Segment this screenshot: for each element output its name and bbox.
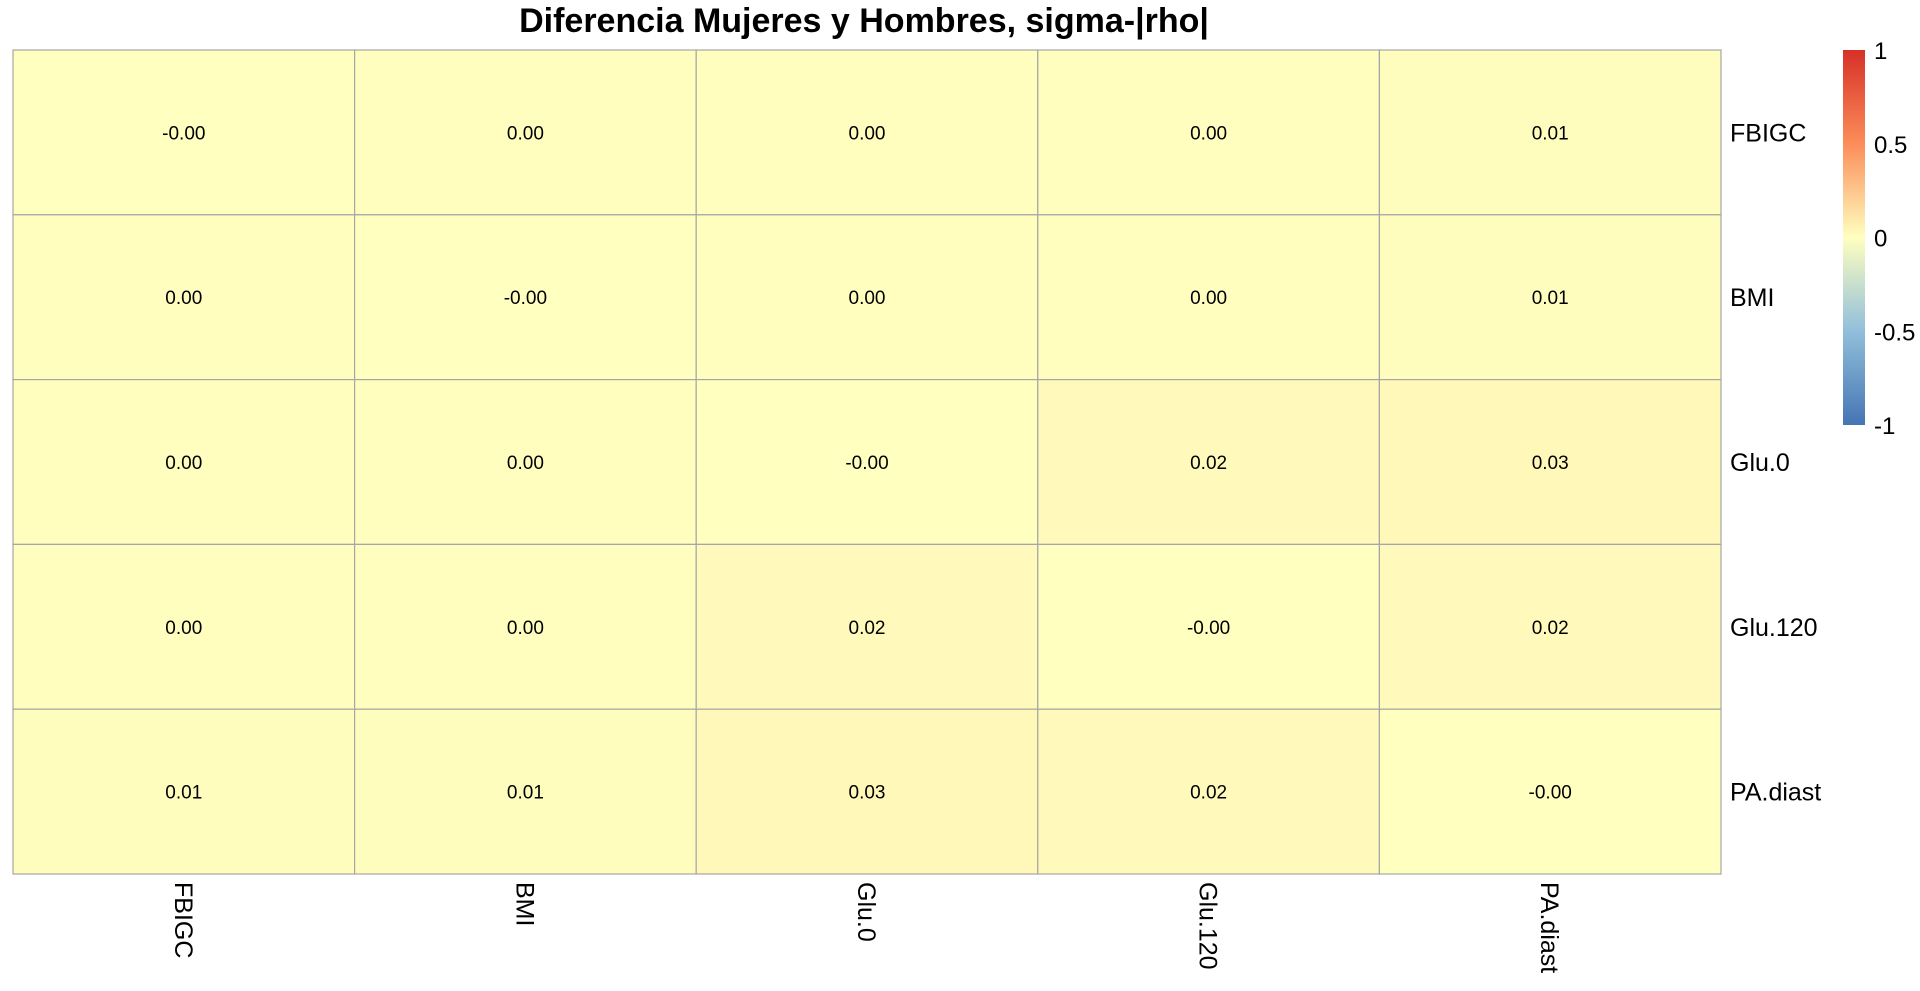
heatmap-cell-glu.120-glu.0 bbox=[695, 543, 1039, 710]
cell-value-label: -0.00 bbox=[1529, 783, 1572, 804]
column-label-glu.0: Glu.0 bbox=[852, 882, 880, 942]
heatmap-cell-bmi-bmi bbox=[354, 214, 697, 381]
cell-value-label: 0.01 bbox=[1532, 123, 1569, 144]
cell-value-label: 0.01 bbox=[507, 783, 544, 804]
cell-value-label: 0.00 bbox=[507, 123, 544, 144]
heatmap-cell-pa.diast-fbigc bbox=[12, 708, 356, 875]
cell-value-label: 0.01 bbox=[165, 783, 202, 804]
legend-color-bar bbox=[1843, 50, 1865, 425]
cell-value-label: -0.00 bbox=[1187, 618, 1230, 639]
legend-tick-label: 0 bbox=[1874, 226, 1887, 253]
heatmap-cell-fbigc-pa.diast bbox=[1378, 49, 1722, 216]
cell-value-label: 0.00 bbox=[507, 618, 544, 639]
cell-value-label: -0.00 bbox=[845, 453, 888, 474]
cell-value-label: 0.01 bbox=[1532, 288, 1569, 309]
cell-value-label: 0.00 bbox=[1190, 123, 1227, 144]
heatmap-cell-glu.0-pa.diast bbox=[1378, 379, 1722, 546]
cell-value-label: 0.03 bbox=[1532, 453, 1569, 474]
cell-value-label: -0.00 bbox=[504, 288, 547, 309]
row-label-glu.120: Glu.120 bbox=[1730, 614, 1818, 642]
row-labels: FBIGC BMI Glu.0 Glu.120 PA.diast bbox=[1730, 119, 1821, 806]
column-label-fbigc: FBIGC bbox=[169, 882, 197, 958]
cell-value-label: 0.00 bbox=[165, 288, 202, 309]
heatmap-cell-pa.diast-pa.diast bbox=[1378, 708, 1722, 875]
row-label-glu.0: Glu.0 bbox=[1730, 449, 1790, 477]
heatmap-cell-fbigc-fbigc bbox=[12, 49, 356, 216]
column-labels: FBIGC BMI Glu.0 Glu.120 PA.diast bbox=[169, 882, 1563, 973]
cell-value-label: 0.00 bbox=[1190, 288, 1227, 309]
heatmap-cell-pa.diast-glu.0 bbox=[695, 708, 1039, 875]
cell-value-label: 0.00 bbox=[849, 123, 886, 144]
legend-tick-label: -0.5 bbox=[1874, 319, 1915, 346]
legend-tick-label: 0.5 bbox=[1874, 132, 1907, 159]
legend-tick-label: 1 bbox=[1874, 38, 1887, 65]
heatmap-cell-glu.120-pa.diast bbox=[1378, 543, 1722, 710]
heatmap-cell-glu.0-glu.0 bbox=[695, 379, 1039, 546]
heatmap-cell-glu.0-glu.120 bbox=[1037, 379, 1381, 546]
heatmap-cell-fbigc-bmi bbox=[354, 49, 697, 216]
cell-value-label: 0.00 bbox=[507, 453, 544, 474]
column-label-pa.diast: PA.diast bbox=[1535, 882, 1563, 973]
row-label-bmi: BMI bbox=[1730, 284, 1774, 312]
heatmap-cell-bmi-pa.diast bbox=[1378, 214, 1722, 381]
heatmap-cell-fbigc-glu.120 bbox=[1037, 49, 1381, 216]
cell-value-label: 0.02 bbox=[1190, 783, 1227, 804]
row-label-fbigc: FBIGC bbox=[1730, 119, 1806, 147]
color-legend: 1 0.5 0 -0.5 -1 bbox=[1843, 38, 1915, 440]
heatmap-cell-bmi-glu.0 bbox=[695, 214, 1039, 381]
heatmap-cell-bmi-fbigc bbox=[12, 214, 356, 381]
cell-value-label: 0.02 bbox=[1190, 453, 1227, 474]
chart-title: Diferencia Mujeres y Hombres, sigma-|rho… bbox=[519, 2, 1209, 40]
heatmap-cells: -0.00 0.00 0.00 0.00 0.01 0.00 -0.00 0.00 0.00 0.… bbox=[12, 49, 1722, 875]
cell-value-label: 0.00 bbox=[849, 288, 886, 309]
row-label-pa.diast: PA.diast bbox=[1730, 779, 1821, 807]
cell-value-label: 0.02 bbox=[1532, 618, 1569, 639]
heatmap-cell-glu.120-bmi bbox=[354, 543, 697, 710]
cell-value-label: 0.00 bbox=[165, 453, 202, 474]
heatmap-cell-pa.diast-bmi bbox=[354, 708, 697, 875]
heatmap-cell-glu.120-fbigc bbox=[12, 543, 356, 710]
legend-tick-label: -1 bbox=[1874, 413, 1895, 440]
heatmap-cell-fbigc-glu.0 bbox=[695, 49, 1039, 216]
cell-value-label: 0.02 bbox=[849, 618, 886, 639]
column-label-glu.120: Glu.120 bbox=[1194, 882, 1222, 970]
cell-value-label: -0.00 bbox=[162, 123, 205, 144]
cell-value-label: 0.03 bbox=[849, 783, 886, 804]
column-label-bmi: BMI bbox=[510, 882, 538, 926]
heatmap-cell-glu.0-bmi bbox=[354, 379, 697, 546]
heatmap-cell-glu.120-glu.120 bbox=[1037, 543, 1381, 710]
cell-value-label: 0.00 bbox=[165, 618, 202, 639]
